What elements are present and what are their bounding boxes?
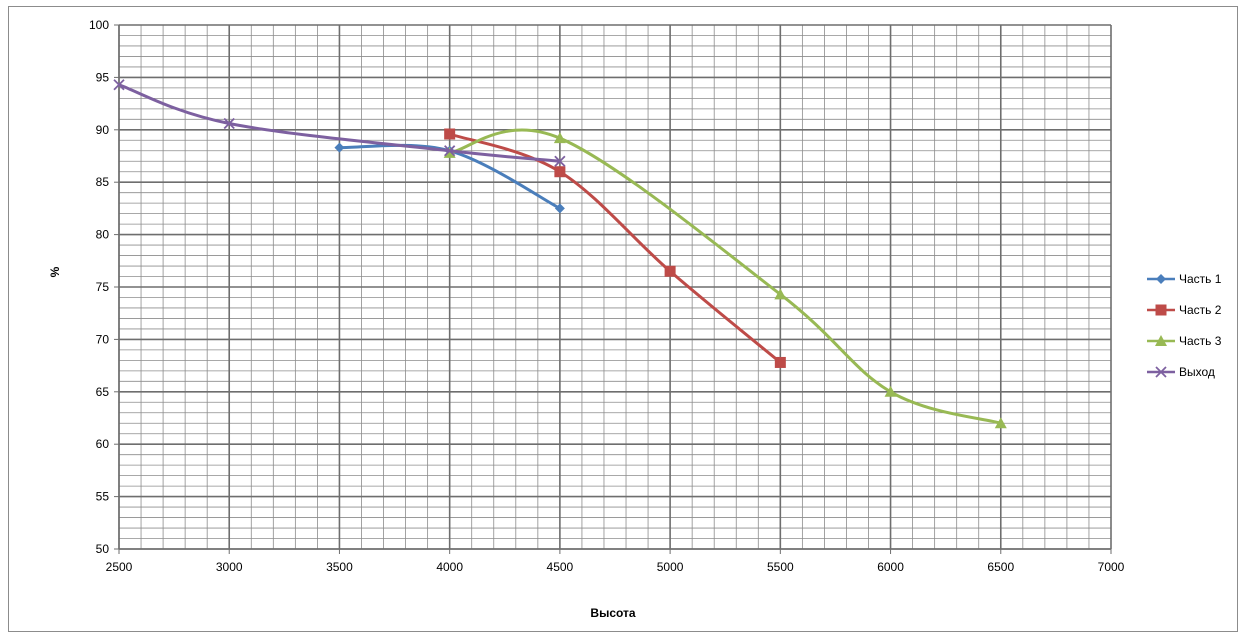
legend-marker	[1155, 335, 1167, 346]
data-point	[443, 146, 456, 158]
data-point	[994, 417, 1007, 429]
series-3	[443, 128, 1007, 429]
x-tick-label: 2500	[106, 560, 133, 574]
series-2	[444, 128, 786, 368]
y-tick-label: 100	[89, 18, 109, 32]
legend-label: Часть 3	[1179, 334, 1222, 348]
legend: Часть 1 Часть 2 Часть 3 Выход	[1147, 272, 1222, 379]
y-axis-title: %	[48, 266, 62, 277]
series-4	[113, 79, 566, 167]
legend-item: Выход	[1147, 365, 1215, 379]
marker-stroke	[113, 79, 125, 91]
legend-item: Часть 3	[1147, 334, 1222, 348]
data-point	[884, 385, 897, 397]
x-tick-label: 4000	[436, 560, 463, 574]
series-layer	[113, 79, 1007, 429]
data-point	[444, 128, 456, 140]
data-point	[554, 203, 565, 214]
y-tick-label: 50	[96, 542, 110, 556]
data-point	[334, 142, 345, 153]
y-tick-label: 95	[96, 70, 110, 84]
x-tick-label: 5000	[657, 560, 684, 574]
data-point	[774, 356, 786, 368]
data-point	[553, 132, 566, 144]
legend-label: Выход	[1179, 365, 1215, 379]
x-tick-label: 6000	[877, 560, 904, 574]
y-tick-label: 75	[96, 280, 110, 294]
data-point	[554, 166, 566, 178]
series-line	[449, 128, 1002, 425]
x-tick-label: 7000	[1098, 560, 1125, 574]
series-line	[449, 132, 782, 364]
legend-marker	[1155, 304, 1167, 316]
legend-marker	[1156, 274, 1166, 284]
data-point	[774, 288, 787, 300]
x-tick-label: 3000	[216, 560, 243, 574]
marker-stroke	[554, 155, 566, 167]
marker-stroke	[1155, 366, 1167, 378]
data-point	[664, 265, 676, 277]
data-point	[444, 145, 456, 157]
legend-marker	[1155, 366, 1167, 378]
x-tick-label: 6500	[987, 560, 1014, 574]
y-tick-label: 60	[96, 437, 110, 451]
y-tick-label: 90	[96, 123, 110, 137]
y-tick-label: 65	[96, 385, 110, 399]
marker-stroke	[223, 117, 235, 130]
legend-label: Часть 2	[1179, 303, 1222, 317]
y-tick-label: 70	[96, 332, 110, 346]
grid	[118, 24, 1112, 550]
x-tick-label: 3500	[326, 560, 353, 574]
data-point	[223, 117, 235, 130]
y-tick-label: 80	[96, 228, 110, 242]
line-chart: 2500 3000 3500 4000 4500 5000 5500 6000 6500 7000…	[48, 18, 1222, 620]
legend-label: Часть 1	[1179, 272, 1222, 286]
data-point	[113, 79, 125, 91]
chart-frame: 2500 3000 3500 4000 4500 5000 5500 6000 6500 7000…	[8, 6, 1238, 632]
axes: 2500 3000 3500 4000 4500 5000 5500 6000 6500 7000…	[89, 18, 1125, 574]
data-point	[554, 155, 566, 167]
y-tick-label: 55	[96, 490, 110, 504]
marker-stroke	[444, 145, 456, 157]
y-tick-label: 85	[96, 175, 110, 189]
x-tick-label: 4500	[547, 560, 574, 574]
series-line	[118, 83, 561, 163]
legend-item: Часть 1	[1147, 272, 1222, 286]
x-tick-label: 5500	[767, 560, 794, 574]
legend-item: Часть 2	[1147, 303, 1222, 317]
x-axis-title: Высота	[590, 606, 635, 620]
